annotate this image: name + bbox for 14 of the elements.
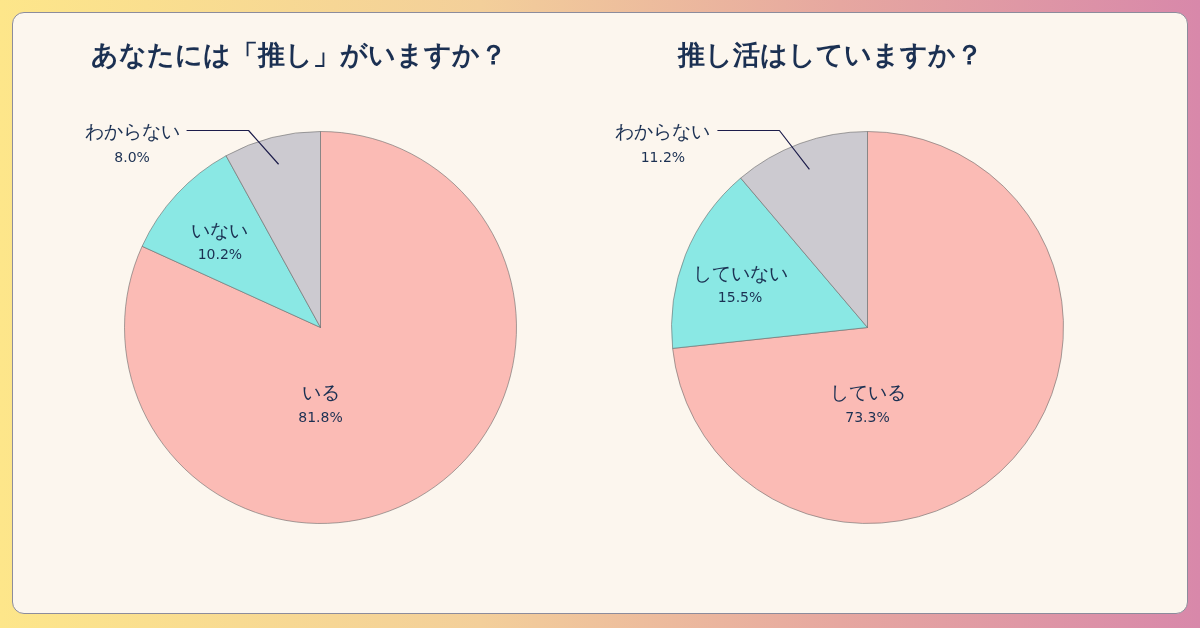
slice-label: いる <box>301 381 340 404</box>
data-label: 15.5% <box>717 288 763 305</box>
slice-label: わからない <box>615 119 711 142</box>
slice-label: していない <box>692 261 788 284</box>
slice-label: わからない <box>84 119 180 142</box>
data-label: 10.2% <box>197 246 243 263</box>
data-label: 11.2% <box>640 148 686 165</box>
data-label: 81.8% <box>298 409 343 426</box>
chart-title: あなたには「推し」がいますか？ <box>90 38 507 70</box>
slice-label: いない <box>191 219 249 242</box>
data-label: 73.3% <box>845 409 890 426</box>
chart-title: 推し活はしていますか？ <box>676 38 983 70</box>
slice-label: している <box>829 381 906 404</box>
data-label: 8.0% <box>114 148 150 165</box>
